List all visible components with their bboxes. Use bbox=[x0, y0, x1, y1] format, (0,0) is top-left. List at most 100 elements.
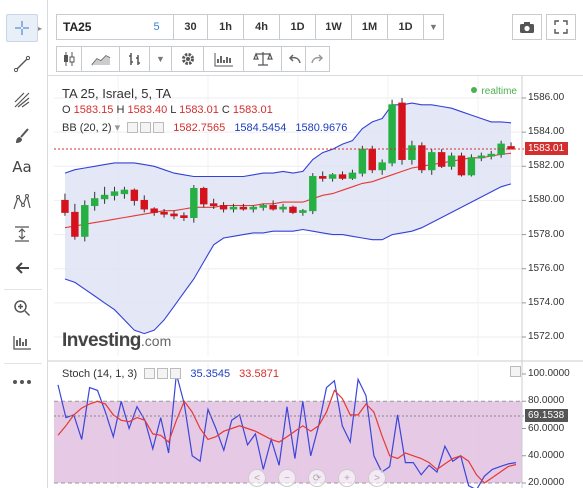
more-tools-button[interactable] bbox=[6, 368, 38, 396]
settings-button[interactable] bbox=[172, 46, 204, 72]
candle-body bbox=[358, 148, 367, 174]
chart-type-dropdown[interactable]: ▼ bbox=[150, 46, 172, 72]
bb-dropdown-icon[interactable]: ▾ bbox=[114, 122, 121, 134]
pattern-tool-button[interactable] bbox=[6, 188, 38, 216]
zoom-in-nav-button[interactable]: + bbox=[338, 469, 356, 487]
bb-remove-icon[interactable] bbox=[153, 122, 165, 133]
candle-body bbox=[170, 213, 178, 217]
timeframe-button[interactable]: 5 bbox=[140, 14, 174, 40]
candle-body bbox=[338, 174, 347, 179]
close-label: C bbox=[221, 104, 230, 116]
timeframe-dropdown-button[interactable]: ▼ bbox=[424, 14, 444, 40]
pitchfork-icon bbox=[14, 92, 30, 108]
bb-middle-line bbox=[64, 152, 512, 229]
compare-button[interactable] bbox=[204, 46, 244, 72]
candle-body bbox=[90, 198, 99, 207]
stoch-settings-icon[interactable] bbox=[157, 368, 169, 379]
stoch-axis-label: 40.0000 bbox=[528, 449, 565, 461]
timeframe-button[interactable]: 1h bbox=[208, 14, 244, 40]
indicators-button[interactable] bbox=[6, 328, 38, 356]
brush-tool-button[interactable] bbox=[6, 122, 38, 150]
timeframe-button[interactable]: 30 bbox=[174, 14, 208, 40]
timeframe-button[interactable]: 1M bbox=[352, 14, 388, 40]
zoom-in-button[interactable] bbox=[6, 294, 38, 322]
stoch-remove-icon[interactable] bbox=[170, 368, 182, 379]
stoch-axis-label: 60.0000 bbox=[528, 422, 565, 434]
chart-canvas[interactable] bbox=[48, 76, 583, 488]
bb-legend[interactable]: BB (20, 2) ▾ 1582.7565 1584.5454 1580.96… bbox=[62, 121, 347, 134]
text-tool-button[interactable]: Aa bbox=[6, 153, 38, 181]
text-icon: Aa bbox=[12, 158, 32, 176]
candle-body bbox=[348, 172, 357, 179]
pane-close-icon[interactable] bbox=[510, 366, 521, 377]
candle-body bbox=[239, 206, 248, 210]
stoch-pane-close[interactable] bbox=[510, 366, 521, 377]
brush-icon bbox=[16, 128, 29, 143]
low-label: L bbox=[170, 104, 177, 116]
top-toolbar: TA25 5 30 1h 4h 1D 1W 1M 1D ▼ bbox=[48, 0, 583, 76]
stoch-controls[interactable] bbox=[144, 368, 182, 379]
stoch-visibility-icon[interactable] bbox=[144, 368, 156, 379]
stoch-k-value: 35.3545 bbox=[190, 368, 231, 380]
trend-line-tool-button[interactable] bbox=[6, 50, 38, 78]
stoch-legend[interactable]: Stoch (14, 1, 3) 35.3545 33.5871 bbox=[62, 368, 279, 380]
stoch-d-value: 33.5871 bbox=[239, 368, 279, 380]
undo-button[interactable] bbox=[282, 46, 306, 72]
crosshair-expand-arrow[interactable]: ▸ bbox=[38, 23, 43, 33]
screenshot-button[interactable] bbox=[512, 14, 542, 40]
candle-body bbox=[309, 176, 317, 212]
chart-area[interactable]: TA 25, Israel, 5, TA realtime O 1583.15 … bbox=[48, 76, 583, 488]
timeframe-button[interactable]: 4h bbox=[244, 14, 280, 40]
scroll-left-button[interactable]: < bbox=[248, 469, 266, 487]
crosshair-tool-button[interactable] bbox=[6, 14, 38, 42]
indicators-icon bbox=[13, 336, 31, 350]
trend-line-icon bbox=[13, 55, 31, 73]
candle-body bbox=[437, 152, 446, 167]
high-value: 1583.40 bbox=[127, 104, 168, 116]
line-chart-icon bbox=[90, 55, 110, 66]
candle-body bbox=[209, 203, 218, 207]
fullscreen-button[interactable] bbox=[546, 14, 576, 40]
back-arrow-button[interactable] bbox=[6, 254, 38, 282]
candle-body bbox=[190, 187, 198, 218]
bb-settings-icon[interactable] bbox=[140, 122, 152, 133]
price-axis-label: 1574.00 bbox=[528, 296, 565, 308]
candle-body bbox=[279, 206, 287, 210]
line-chart-type-button[interactable] bbox=[82, 46, 120, 72]
reset-view-button[interactable]: ⟳ bbox=[308, 469, 326, 487]
brand-suffix: .com bbox=[140, 333, 172, 349]
candle-body bbox=[467, 157, 476, 176]
bb-controls[interactable] bbox=[127, 122, 165, 133]
price-axis-label: 1572.00 bbox=[528, 331, 565, 342]
camera-icon bbox=[520, 21, 534, 33]
candle-body bbox=[180, 215, 188, 219]
bb-visibility-icon[interactable] bbox=[127, 122, 139, 133]
timeframe-button[interactable]: 1D bbox=[280, 14, 316, 40]
stoch-axis-label: 20.0000 bbox=[528, 477, 565, 488]
candle-body bbox=[477, 155, 486, 159]
realtime-dot-icon bbox=[471, 87, 478, 93]
timeframe-button[interactable]: 1W bbox=[316, 14, 352, 40]
candle-body bbox=[120, 189, 129, 195]
brand-name: Investing bbox=[62, 330, 141, 351]
candlestick-icon bbox=[64, 52, 75, 66]
low-value: 1583.01 bbox=[179, 104, 219, 116]
measure-tool-button[interactable] bbox=[6, 220, 38, 248]
realtime-indicator: realtime bbox=[471, 86, 517, 97]
zoom-out-button[interactable]: − bbox=[278, 469, 296, 487]
scroll-right-button[interactable]: > bbox=[368, 469, 386, 487]
bar-chart-type-button[interactable] bbox=[120, 46, 150, 72]
balance-button[interactable] bbox=[244, 46, 282, 72]
candle-body bbox=[71, 211, 79, 237]
high-label: H bbox=[116, 104, 125, 116]
candle-body bbox=[447, 155, 456, 167]
pattern-icon bbox=[13, 194, 31, 210]
symbol-input[interactable]: TA25 bbox=[56, 14, 140, 40]
timeframe-button[interactable]: 1D bbox=[388, 14, 424, 40]
candle-body bbox=[457, 155, 466, 176]
candlestick-type-button[interactable] bbox=[56, 46, 82, 72]
pitchfork-tool-button[interactable] bbox=[6, 86, 38, 114]
candle-body bbox=[418, 145, 426, 171]
candle-body bbox=[289, 206, 297, 213]
redo-button[interactable] bbox=[306, 46, 330, 72]
